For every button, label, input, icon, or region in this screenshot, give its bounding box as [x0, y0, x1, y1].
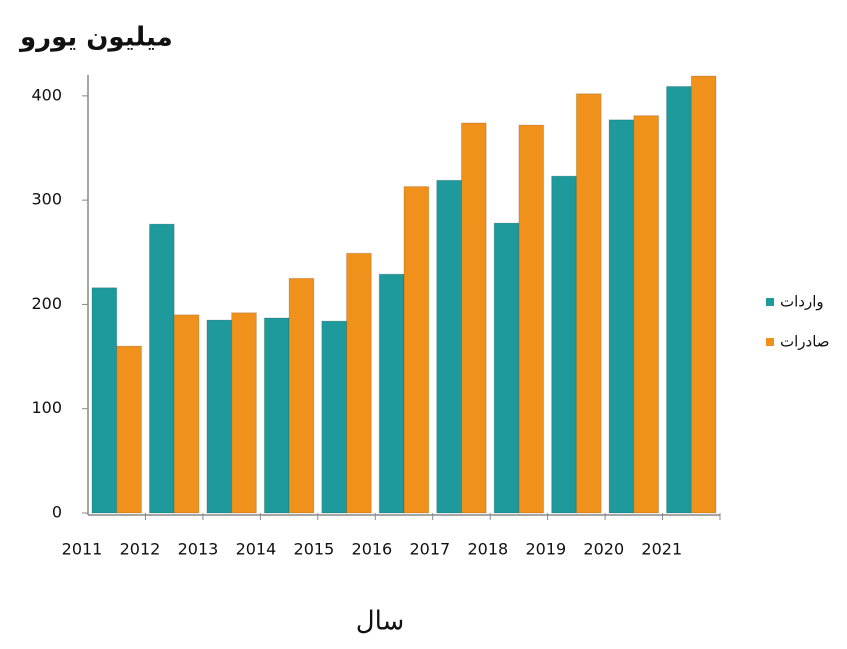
- x-tick-label: 2013: [178, 540, 219, 559]
- x-tick-label: 2020: [583, 540, 624, 559]
- y-tick-label: 100: [31, 398, 62, 417]
- bar: [116, 345, 142, 514]
- x-tick-label: 2017: [410, 540, 451, 559]
- bar: [263, 317, 290, 514]
- legend-swatch: [766, 298, 774, 306]
- bar: [148, 223, 175, 514]
- y-tick-label: 300: [31, 190, 62, 209]
- y-tick-label: 400: [31, 85, 62, 104]
- bar: [378, 273, 405, 514]
- legend-swatch: [766, 338, 774, 346]
- bar: [608, 119, 635, 514]
- bar: [288, 277, 315, 514]
- legend-label: واردات: [780, 293, 824, 311]
- bar: [206, 319, 233, 514]
- bar: [666, 85, 692, 514]
- bar: [493, 222, 520, 514]
- chart-title: میلیون یورو: [18, 23, 173, 53]
- bar: [173, 314, 200, 514]
- legend-label: صادرات: [780, 333, 830, 351]
- bar: [436, 179, 462, 514]
- x-tick-label: 2018: [467, 540, 508, 559]
- bar: [321, 320, 348, 514]
- x-tick-label: 2012: [120, 540, 161, 559]
- x-tick-label: 2014: [236, 540, 277, 559]
- bar: [551, 175, 577, 514]
- bar: [460, 122, 487, 514]
- y-tick-label: 0: [52, 503, 62, 522]
- bar: [633, 115, 660, 514]
- bar: [346, 252, 372, 514]
- bar: [690, 75, 717, 514]
- x-tick-label: 2019: [525, 540, 566, 559]
- x-tick-label: 2016: [352, 540, 393, 559]
- bar: [518, 124, 545, 514]
- bar: [231, 312, 257, 514]
- bar: [575, 93, 602, 514]
- x-tick-label: 2015: [294, 540, 335, 559]
- y-tick-label: 200: [31, 294, 62, 313]
- bar: [91, 287, 118, 514]
- x-axis-label: سال: [356, 607, 405, 637]
- bar: [403, 186, 430, 514]
- x-tick-label: 2011: [62, 540, 103, 559]
- x-tick-label: 2021: [641, 540, 682, 559]
